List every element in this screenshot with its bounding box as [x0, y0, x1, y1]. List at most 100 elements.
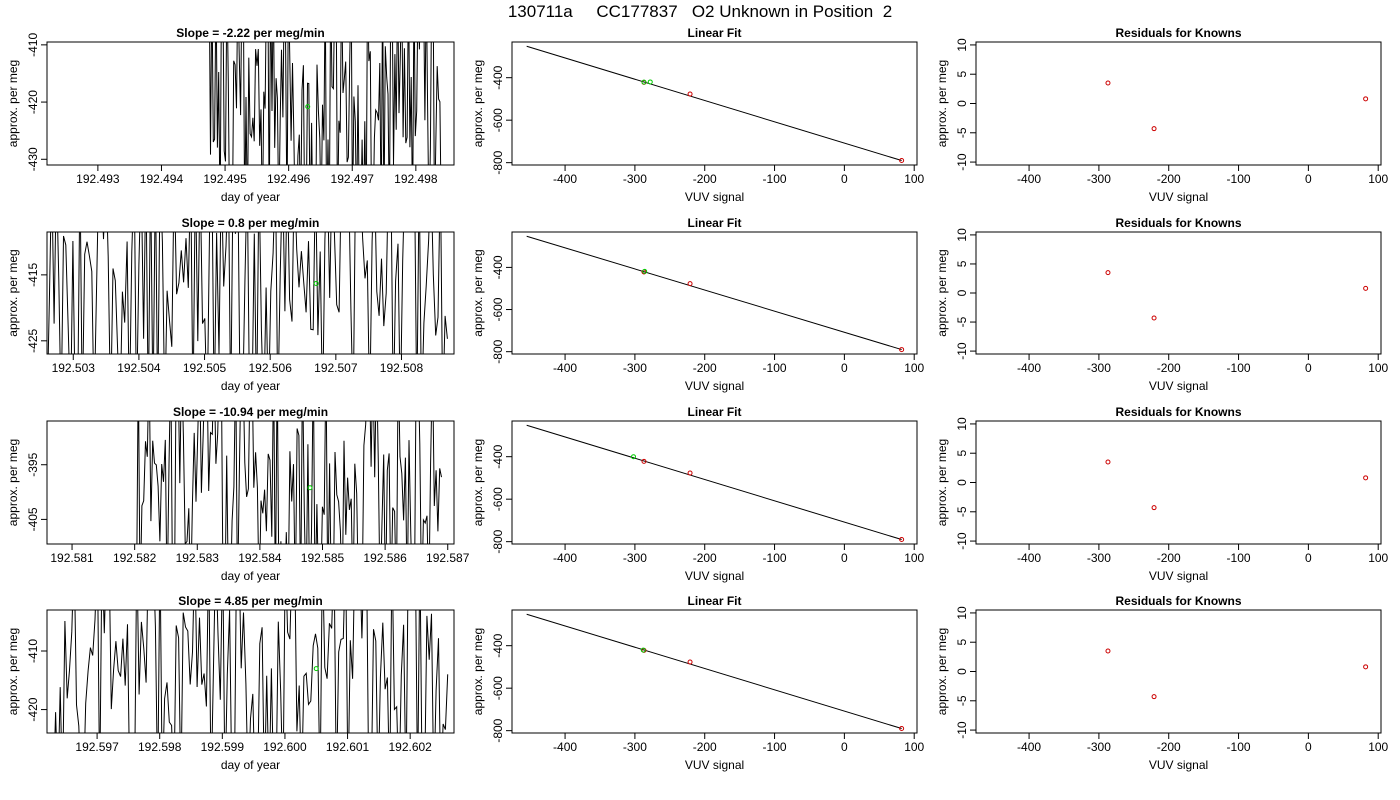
unknown-point — [640, 647, 646, 653]
y-tick-label: -600 — [491, 487, 505, 511]
x-tick-label: 0 — [841, 740, 848, 754]
x-tick-label: 192.600 — [263, 740, 307, 754]
known-point — [687, 659, 693, 665]
x-tick-label: -200 — [693, 172, 717, 186]
x-tick-label: -400 — [553, 740, 577, 754]
residual-point — [1363, 664, 1369, 670]
data-layer — [526, 45, 905, 164]
unknown-mean-point — [313, 280, 319, 286]
plot-frame — [46, 231, 455, 355]
x-tick-label: 100 — [904, 172, 924, 186]
x-tick-label: 0 — [1305, 172, 1312, 186]
panel-title: Residuals for Knowns — [1115, 216, 1241, 230]
x-tick-label: -200 — [693, 551, 717, 565]
x-tick-label: -100 — [763, 172, 787, 186]
y-tick-label: -10 — [955, 153, 969, 171]
y-tick-label: 0 — [955, 479, 969, 486]
x-tick-label: -200 — [1157, 551, 1181, 565]
data-layer — [526, 613, 905, 732]
panel-3-2: Linear Fit -400 -300 -200 -100 0 100 -400 -600 -8… — [471, 405, 925, 583]
x-tick-label: 192.506 — [248, 361, 292, 375]
residual-point — [1105, 459, 1111, 465]
panel-4-2: Linear Fit -400 -300 -200 -100 0 100 -400 -600 -8… — [471, 594, 925, 772]
measurement-trace — [47, 232, 448, 354]
x-tick-label: -400 — [1017, 551, 1041, 565]
y-tick-label: -10 — [955, 342, 969, 360]
residual-point — [1151, 505, 1157, 511]
x-tick-label: -400 — [553, 361, 577, 375]
residual-point — [1151, 315, 1157, 321]
x-tick-label: -100 — [1227, 172, 1251, 186]
unknown-mean-point — [305, 104, 311, 110]
residual-point — [1105, 648, 1111, 654]
y-tick-label: 10 — [955, 228, 969, 242]
y-axis-label: approx. per meg — [935, 60, 949, 147]
x-tick-label: 100 — [1368, 740, 1388, 754]
x-tick-label: -100 — [763, 551, 787, 565]
x-tick-label: 100 — [1368, 551, 1388, 565]
x-tick-label: -300 — [1087, 361, 1111, 375]
y-tick-label: -420 — [26, 697, 40, 721]
x-tick-label: 192.599 — [201, 740, 245, 754]
x-tick-label: -300 — [1087, 740, 1111, 754]
data-layer — [209, 42, 442, 165]
y-tick-label: -420 — [26, 90, 40, 114]
panel-title: Slope = -2.22 per meg/min — [176, 26, 324, 40]
x-axis-label: day of year — [221, 190, 280, 204]
data-layer — [54, 610, 449, 733]
y-tick-label: -600 — [491, 676, 505, 700]
panel-2-3: Residuals for Knowns-400 -300 -200 -100 0 100… — [935, 216, 1389, 393]
y-axis-label: approx. per meg — [471, 439, 485, 526]
x-tick-label: 192.585 — [301, 551, 345, 565]
x-axis-label: VUV signal — [1149, 569, 1208, 583]
x-tick-label: 192.598 — [138, 740, 182, 754]
panel-title: Linear Fit — [687, 26, 741, 40]
y-axis-label: approx. per meg — [471, 249, 485, 336]
x-axis-label: VUV signal — [685, 758, 744, 772]
x-tick-label: -100 — [1227, 740, 1251, 754]
x-tick-label: -300 — [623, 740, 647, 754]
y-tick-label: -400 — [491, 444, 505, 468]
x-axis-label: VUV signal — [1149, 190, 1208, 204]
y-tick-label: -395 — [26, 452, 40, 476]
y-tick-label: -400 — [491, 255, 505, 279]
data-layer — [526, 424, 905, 543]
known-point — [687, 281, 693, 287]
x-tick-label: 192.587 — [426, 551, 470, 565]
y-tick-label: 0 — [955, 668, 969, 675]
plot-frame — [46, 420, 455, 545]
y-tick-label: 10 — [955, 606, 969, 620]
x-tick-label: -100 — [1227, 361, 1251, 375]
x-tick-label: -400 — [553, 551, 577, 565]
y-tick-label: -10 — [955, 721, 969, 739]
residual-point — [1151, 126, 1157, 132]
y-axis-label: approx. per meg — [6, 249, 20, 336]
x-axis-label: VUV signal — [685, 379, 744, 393]
x-tick-label: 192.583 — [176, 551, 220, 565]
y-tick-label: -400 — [491, 65, 505, 89]
panel-4-3: Residuals for Knowns-400 -300 -200 -100 0 100… — [935, 594, 1389, 772]
data-layer — [1105, 459, 1369, 511]
fit-line — [526, 235, 902, 351]
x-tick-label: 192.584 — [238, 551, 282, 565]
x-tick-label: 0 — [841, 361, 848, 375]
y-tick-label: -800 — [491, 150, 505, 174]
y-tick-label: 0 — [955, 289, 969, 296]
x-tick-label: 192.586 — [363, 551, 407, 565]
panel-title: Residuals for Knowns — [1115, 594, 1241, 608]
y-tick-label: -410 — [26, 639, 40, 663]
data-layer — [1105, 270, 1369, 321]
known-point — [641, 269, 647, 275]
x-tick-label: 192.498 — [394, 172, 438, 186]
x-tick-label: -100 — [763, 740, 787, 754]
x-tick-label: 100 — [904, 551, 924, 565]
plot-frame — [46, 609, 455, 734]
panel-title: Linear Fit — [687, 216, 741, 230]
x-tick-label: -300 — [623, 361, 647, 375]
x-tick-label: -300 — [1087, 551, 1111, 565]
panel-title: Slope = 4.85 per meg/min — [178, 594, 322, 608]
x-tick-label: -300 — [1087, 172, 1111, 186]
data-layer — [1105, 80, 1369, 132]
x-tick-label: -100 — [763, 361, 787, 375]
x-tick-label: -200 — [693, 740, 717, 754]
